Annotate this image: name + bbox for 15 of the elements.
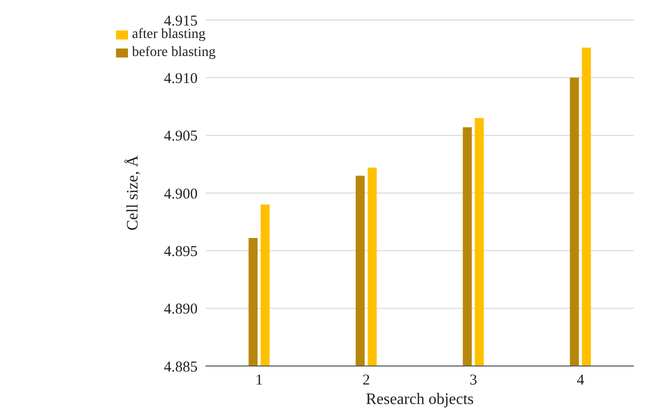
y-tick-label: 4.915 <box>164 13 198 30</box>
y-tick-label: 4.900 <box>164 186 198 202</box>
x-tick-label: 4 <box>576 372 585 389</box>
x-tick-label: 2 <box>362 372 370 389</box>
x-axis-title: Research objects <box>366 391 474 408</box>
legend-label: before blasting <box>132 45 216 60</box>
y-tick-label: 4.890 <box>164 302 198 318</box>
y-tick-label: 4.885 <box>164 359 198 376</box>
y-tick-label: 4.910 <box>164 70 198 87</box>
x-tick-label: 1 <box>255 372 263 389</box>
legend-label: after blasting <box>132 27 206 42</box>
x-tick-label: 3 <box>470 372 478 389</box>
y-tick-label: 4.905 <box>164 128 198 145</box>
y-axis-title: Cell size, Å <box>123 155 142 231</box>
y-tick-label: 4.895 <box>164 244 198 260</box>
